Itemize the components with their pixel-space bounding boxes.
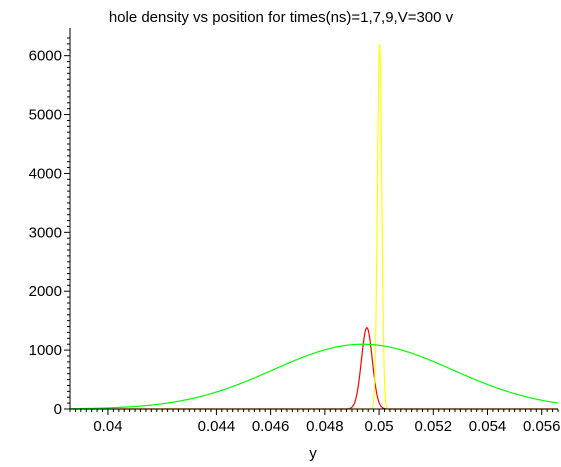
- y-tick-label: 4000: [29, 165, 62, 182]
- x-tick-label: 0.048: [306, 418, 344, 435]
- y-tick-label: 5000: [29, 107, 62, 124]
- x-axis-label: y: [309, 445, 317, 462]
- chart-title: hole density vs position for times(ns)=1…: [109, 9, 454, 26]
- y-tick-label: 2000: [29, 283, 62, 300]
- axes-layer: 0 1000 2000 3000 4000 5000 6000 0.04 0.044 0.046 0…: [29, 28, 561, 435]
- x-tick-label: 0.05: [364, 418, 393, 435]
- x-tick-label: 0.056: [523, 418, 561, 435]
- x-tick-label: 0.054: [469, 418, 507, 435]
- y-tick-label: 6000: [29, 48, 62, 65]
- series-line-1: [70, 327, 558, 410]
- x-tick-label: 0.052: [415, 418, 453, 435]
- series-line-2: [70, 44, 558, 410]
- y-tick-label: 3000: [29, 224, 62, 241]
- x-tick-label: 0.046: [252, 418, 290, 435]
- y-tick-label: 0: [54, 401, 62, 418]
- y-tick-label: 1000: [29, 342, 62, 359]
- x-tick-label: 0.044: [198, 418, 236, 435]
- series-layer: [70, 44, 559, 410]
- x-tick-label: 0.04: [93, 418, 122, 435]
- series-line-3: [70, 343, 559, 410]
